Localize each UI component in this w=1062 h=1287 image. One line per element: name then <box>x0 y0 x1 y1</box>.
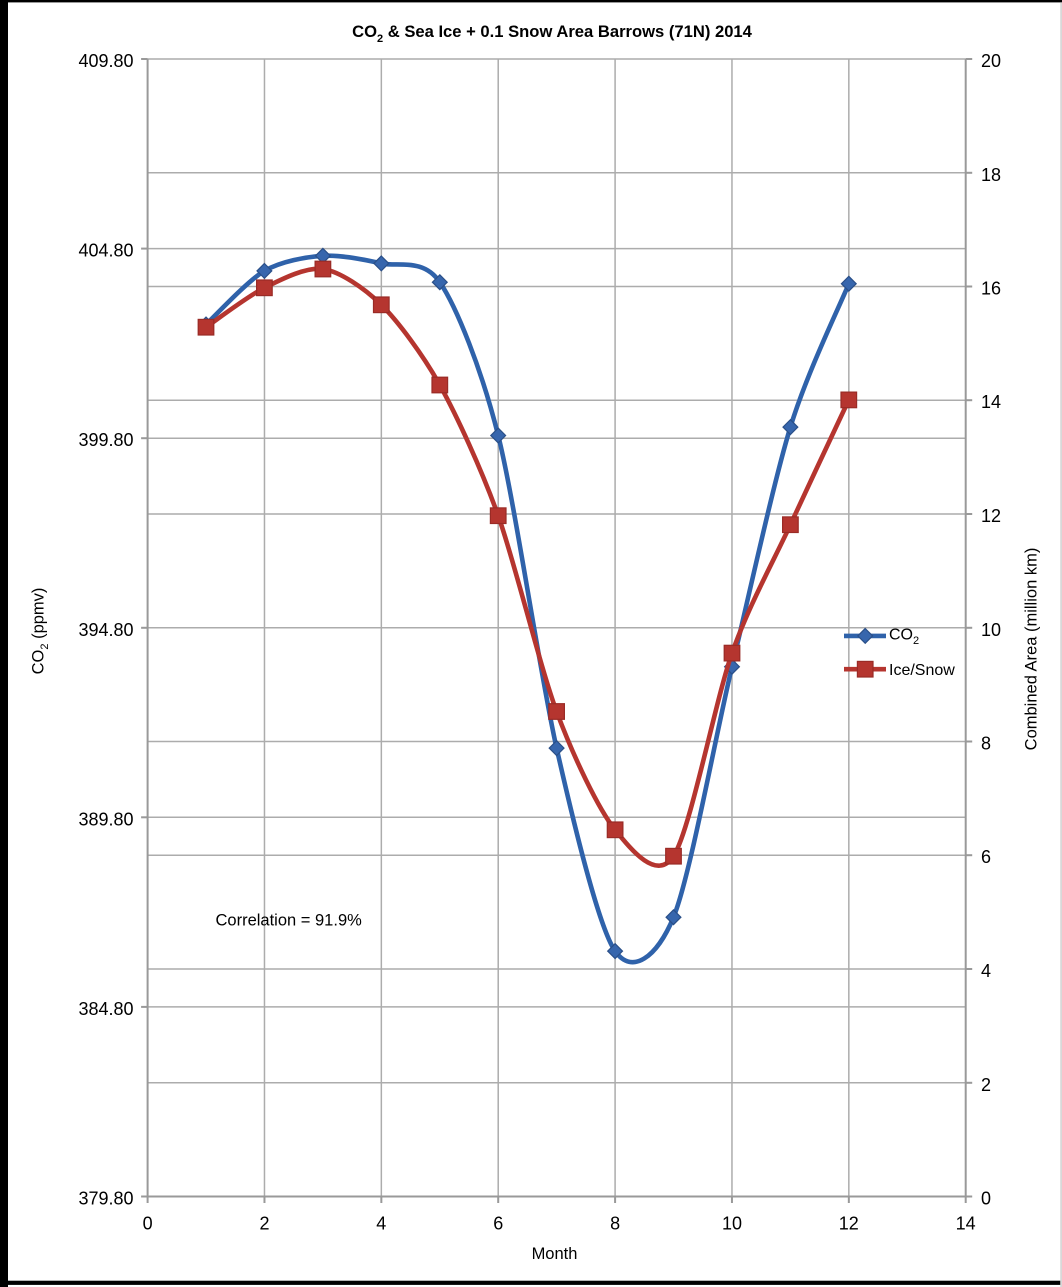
svg-text:CO2: CO2 <box>889 626 919 647</box>
svg-text:8: 8 <box>981 734 991 754</box>
svg-text:0: 0 <box>143 1214 153 1234</box>
svg-text:8: 8 <box>610 1214 620 1234</box>
svg-text:404.80: 404.80 <box>78 241 133 261</box>
svg-text:CO2 & Sea Ice + 0.1 Snow Area: CO2 & Sea Ice + 0.1 Snow Area Barrows (7… <box>352 22 753 45</box>
svg-text:Correlation = 91.9%: Correlation = 91.9% <box>216 912 363 930</box>
svg-text:0: 0 <box>981 1189 991 1209</box>
svg-text:389.80: 389.80 <box>78 809 133 829</box>
svg-text:Ice/Snow: Ice/Snow <box>889 662 955 679</box>
svg-text:12: 12 <box>839 1214 859 1234</box>
svg-text:Month: Month <box>532 1245 578 1263</box>
svg-text:394.80: 394.80 <box>78 620 133 640</box>
svg-text:18: 18 <box>981 165 1001 185</box>
svg-text:12: 12 <box>981 506 1001 526</box>
svg-text:14: 14 <box>956 1214 976 1234</box>
svg-text:379.80: 379.80 <box>78 1189 133 1209</box>
svg-text:10: 10 <box>981 620 1001 640</box>
svg-text:10: 10 <box>722 1214 742 1234</box>
svg-text:4: 4 <box>981 961 991 981</box>
svg-text:6: 6 <box>981 847 991 867</box>
svg-text:CO2 (ppmv): CO2 (ppmv) <box>30 588 52 675</box>
svg-text:384.80: 384.80 <box>78 999 133 1019</box>
svg-text:2: 2 <box>981 1075 991 1095</box>
svg-text:2: 2 <box>259 1214 269 1234</box>
svg-text:20: 20 <box>981 51 1001 71</box>
svg-text:16: 16 <box>981 279 1001 299</box>
svg-text:14: 14 <box>981 392 1001 412</box>
svg-text:399.80: 399.80 <box>78 430 133 450</box>
svg-text:6: 6 <box>493 1214 503 1234</box>
svg-text:4: 4 <box>376 1214 386 1234</box>
svg-text:409.80: 409.80 <box>78 51 133 71</box>
svg-text:Combined Area (million km): Combined Area (million km) <box>1023 548 1041 751</box>
